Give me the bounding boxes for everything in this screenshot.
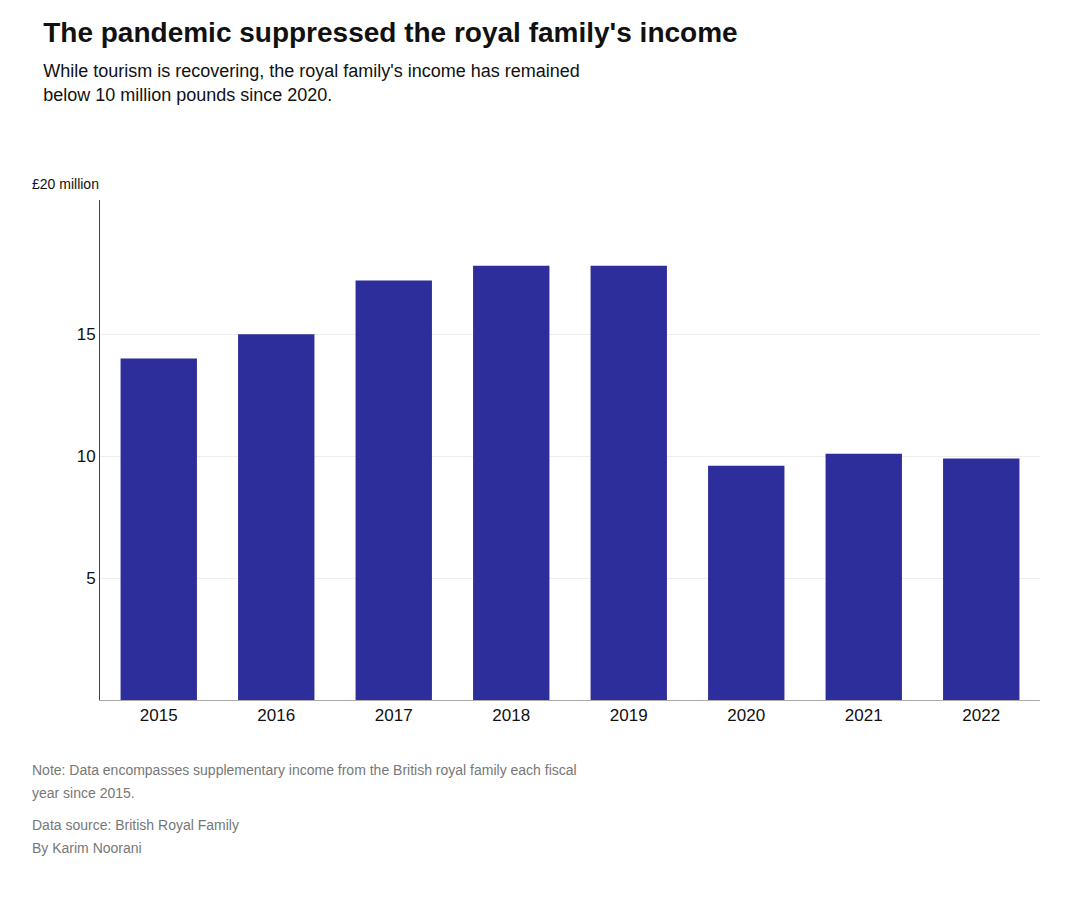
svg-text:2016: 2016	[257, 706, 295, 725]
svg-text:2017: 2017	[375, 706, 413, 725]
svg-text:year since 2015.: year since 2015.	[32, 785, 135, 801]
svg-text:The pandemic suppressed the ro: The pandemic suppressed the royal family…	[43, 17, 737, 48]
svg-text:Data source: British Royal Fam: Data source: British Royal Family	[32, 817, 239, 833]
svg-text:£20 million: £20 million	[32, 176, 99, 192]
svg-text:2019: 2019	[610, 706, 648, 725]
svg-text:By Karim Noorani: By Karim Noorani	[32, 840, 142, 856]
svg-text:2021: 2021	[845, 706, 883, 725]
svg-text:10: 10	[77, 447, 96, 466]
svg-text:Note: Data encompasses supplem: Note: Data encompasses supplementary inc…	[32, 762, 577, 778]
svg-text:While tourism is recovering, t: While tourism is recovering, the royal f…	[43, 61, 580, 104]
svg-text:2022: 2022	[962, 706, 1000, 725]
svg-text:2015: 2015	[140, 706, 178, 725]
svg-text:2018: 2018	[492, 706, 530, 725]
svg-text:2020: 2020	[727, 706, 765, 725]
svg-text:5: 5	[86, 569, 95, 588]
svg-text:15: 15	[77, 325, 96, 344]
